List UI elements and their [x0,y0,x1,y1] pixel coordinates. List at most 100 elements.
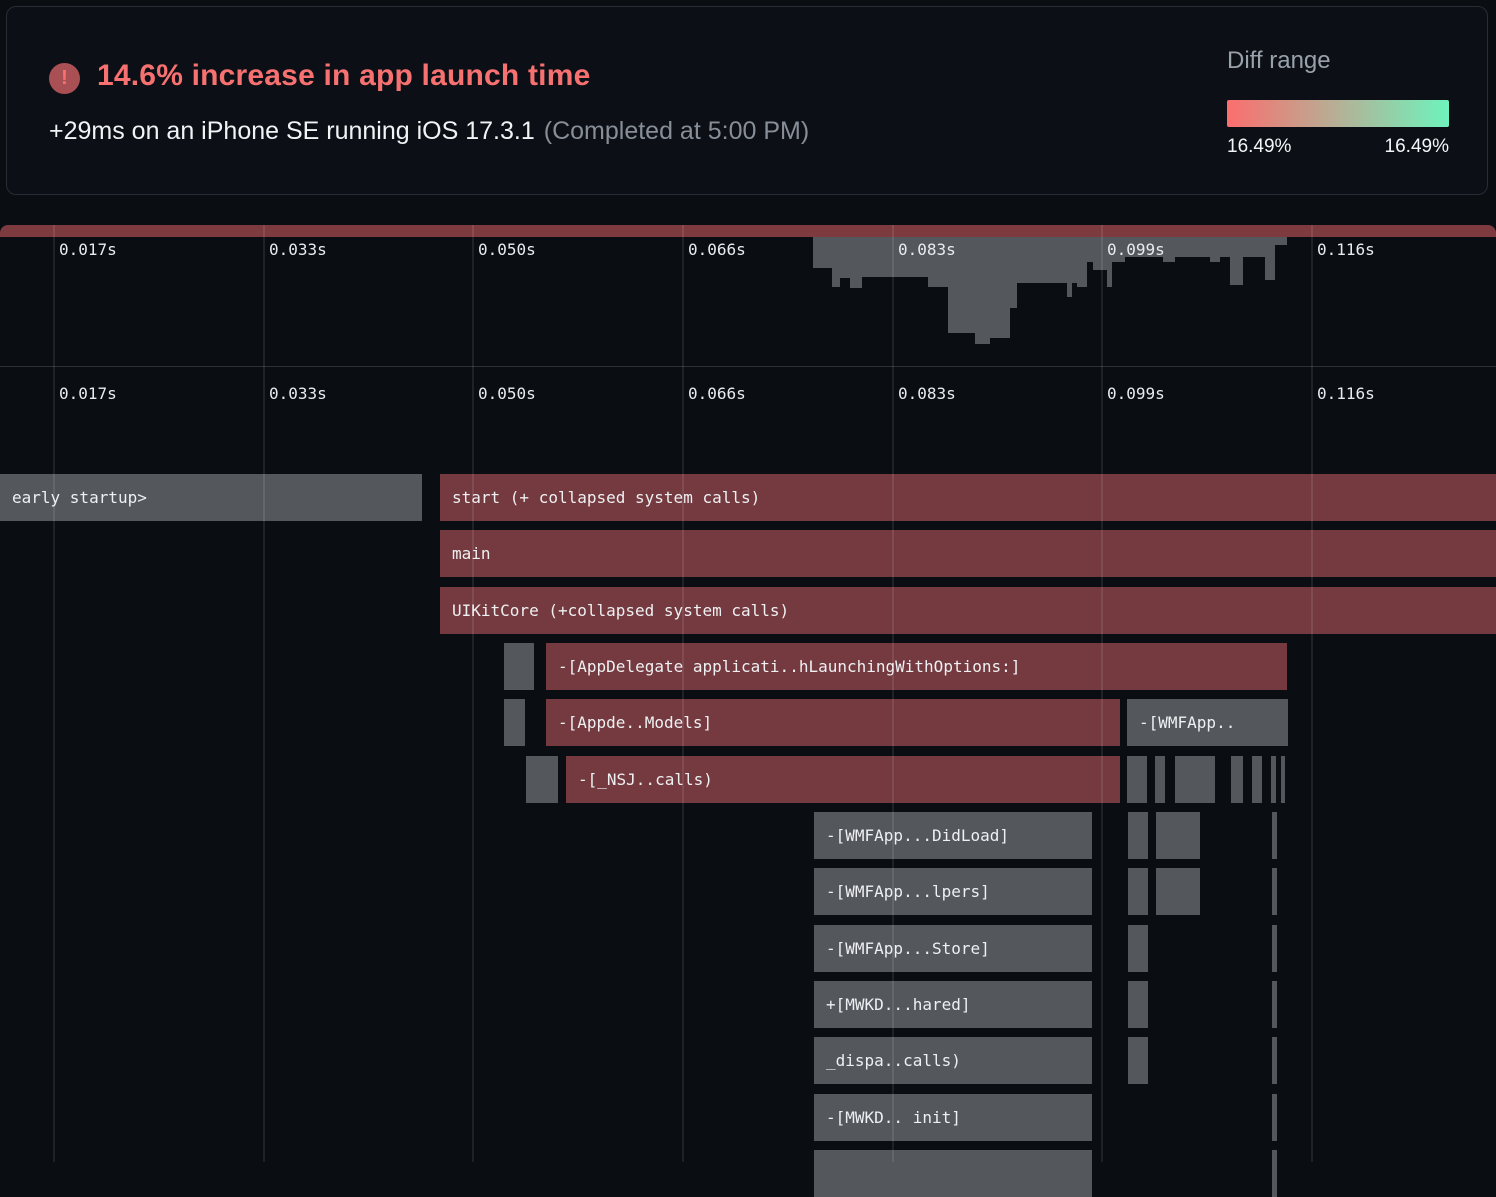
flame-bar-fragment[interactable] [526,756,558,803]
flame-bar-label: _dispa..calls) [826,1051,961,1070]
minimap-segment [1220,237,1230,257]
subtitle: +29ms on an iPhone SE running iOS 17.3.1… [49,117,809,146]
flame-bar[interactable]: -[WMFApp...DidLoad] [814,812,1092,859]
flame-bar-label: -[_NSJ..calls) [578,770,713,789]
minimap[interactable] [813,237,1287,344]
time-tick-label: 0.050s [478,240,536,259]
diff-range: Diff range 16.49% 16.49% [1227,47,1449,158]
flame-bar-label: -[WMFApp...lpers] [826,882,990,901]
flame-bar-label: -[Appde..Models] [558,713,713,732]
flame-bar-fragment[interactable] [1128,812,1148,859]
diff-range-max: 16.49% [1384,136,1449,157]
time-tick-label: 0.083s [898,240,956,259]
flame-bar-fragment[interactable] [1272,925,1277,972]
flame-bar-label: -[WMFApp.. [1139,713,1236,732]
time-tick-label: 0.017s [59,384,117,403]
minimap-segment [1077,237,1087,287]
minimap-segment [1112,237,1125,262]
flame-bar-fragment[interactable] [1156,812,1200,859]
minimap-segment [1275,237,1287,245]
flame-bar-fragment[interactable] [1128,1037,1148,1084]
flame-bar[interactable]: -[AppDelegate applicati..hLaunchingWithO… [546,643,1287,690]
minimap-segment [1072,237,1077,283]
minimap-segment [1210,237,1220,262]
minimap-segment [1175,237,1210,257]
flame-bar-fragment[interactable] [1272,1150,1277,1197]
flame-bar-fragment[interactable] [1272,868,1277,915]
flame-bar-label: early startup> [12,488,147,507]
gridline [1101,225,1103,1162]
time-tick-label: 0.099s [1107,384,1165,403]
flame-bar-label: -[WMFApp...DidLoad] [826,826,1010,845]
minimap-segment [948,237,975,333]
flame-bar[interactable]: -[_NSJ..calls) [566,756,1120,803]
flame-bar[interactable]: -[Appde..Models] [546,699,1120,746]
divider [0,366,1496,367]
gridline [53,225,55,1162]
flame-bar-fragment[interactable] [1272,981,1277,1028]
alert-icon: ! [49,63,80,94]
diff-range-min: 16.49% [1227,136,1292,157]
time-tick-label: 0.116s [1317,384,1375,403]
flame-bar[interactable]: main [440,530,1496,577]
flame-bar-fragment[interactable] [504,699,525,746]
flame-bar-fragment[interactable] [1252,756,1262,803]
flame-bar-fragment[interactable] [1127,756,1147,803]
flame-bar-fragment[interactable] [1128,925,1148,972]
flame-bar-fragment[interactable] [1156,868,1200,915]
flame-bar-fragment[interactable] [504,643,534,690]
flame-bar[interactable]: -[WMFApp...lpers] [814,868,1092,915]
minimap-selection-strip[interactable] [0,225,1496,237]
flame-bar-label: start (+ collapsed system calls) [452,488,761,507]
minimap-segment [1243,237,1265,257]
time-tick-label: 0.116s [1317,240,1375,259]
flame-bar-label: UIKitCore (+collapsed system calls) [452,601,790,620]
minimap-segment [862,237,928,277]
minimap-ruler: 0.017s 0.033s 0.050s 0.066s 0.083s 0.099s 0.11… [0,240,1496,260]
time-tick-label: 0.066s [688,384,746,403]
flame-bar-fragment[interactable] [1128,981,1148,1028]
minimap-segment [813,237,832,268]
flame-bar[interactable]: -[WMFApp...Store] [814,925,1092,972]
summary-card: ! 14.6% increase in app launch time +29m… [6,6,1488,195]
flame-bar-fragment[interactable] [1231,756,1243,803]
flame-bar-fragment[interactable] [1128,868,1148,915]
minimap-segment [840,237,850,278]
flame-bar-fragment[interactable] [1272,812,1277,859]
flame-bar[interactable]: UIKitCore (+collapsed system calls) [440,587,1496,634]
minimap-segment [975,237,990,344]
diff-range-label: Diff range [1227,47,1331,74]
flame-bar-fragment[interactable] [1155,756,1165,803]
minimap-segment [1125,237,1163,257]
diff-range-values: 16.49% 16.49% [1227,136,1449,158]
time-tick-label: 0.050s [478,384,536,403]
alert-glyph: ! [61,67,68,89]
subtitle-note: (Completed at 5:00 PM) [543,117,810,145]
flame-bar-fragment[interactable] [1272,1037,1277,1084]
flame-bar-label: +[MWKD...hared] [826,995,971,1014]
flame-bar[interactable]: early startup> [0,474,422,521]
minimap-segment [928,237,948,287]
time-tick-label: 0.083s [898,384,956,403]
page-title: 14.6% increase in app launch time [97,59,591,92]
flame-bar[interactable]: start (+ collapsed system calls) [440,474,1496,521]
minimap-segment [1067,237,1072,297]
minimap-segment [990,237,1010,338]
flame-bar[interactable]: -[MWKD.. init] [814,1094,1092,1141]
flame-bar-fragment[interactable] [1271,756,1276,803]
minimap-segment [1107,237,1112,287]
flame-bar[interactable]: -[WMFApp.. [1127,699,1288,746]
flame-bar-fragment[interactable] [814,1150,1092,1197]
subtitle-main: +29ms on an iPhone SE running iOS 17.3.1 [49,117,535,145]
gridline [892,225,894,1162]
flame-bar-fragment[interactable] [1175,756,1215,803]
flame-bar-fragment[interactable] [1272,1094,1277,1141]
minimap-segment [1010,237,1017,308]
gridline [1311,225,1313,1162]
flame-bar[interactable]: _dispa..calls) [814,1037,1092,1084]
time-tick-label: 0.033s [269,240,327,259]
time-tick-label: 0.066s [688,240,746,259]
flame-bar[interactable]: +[MWKD...hared] [814,981,1092,1028]
minimap-segment [832,237,840,287]
flame-bar-fragment[interactable] [1281,756,1285,803]
